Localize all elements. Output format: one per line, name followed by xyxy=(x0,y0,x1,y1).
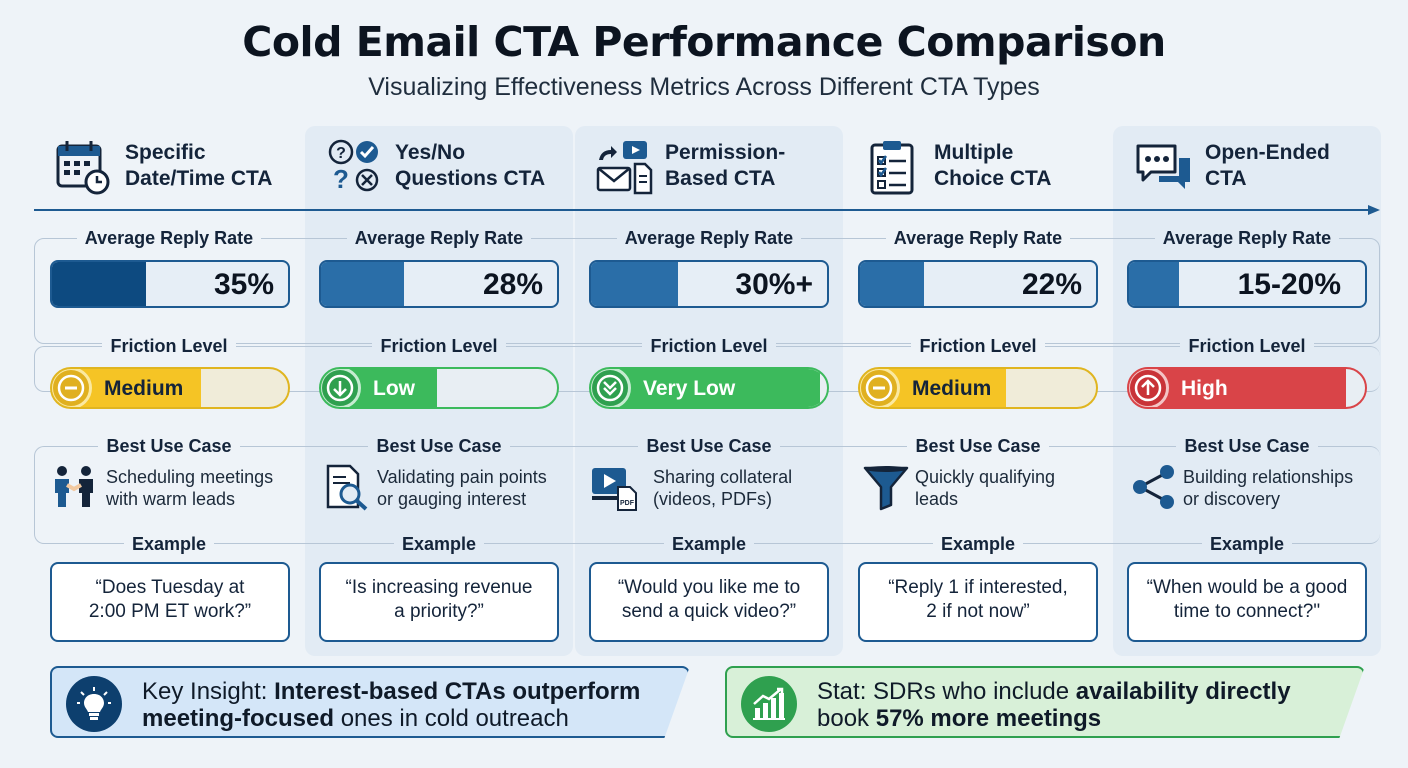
calendar-clock-icon xyxy=(56,141,110,195)
stat-banner: Stat: SDRs who include availability dire… xyxy=(725,666,1365,738)
friction-value: Medium xyxy=(912,377,992,400)
reply-rate-bar: 15-20% xyxy=(1127,260,1367,308)
example-label: Example xyxy=(35,534,303,555)
reply-rate-value: 30%+ xyxy=(735,268,813,301)
reply-rate-fill xyxy=(591,262,679,306)
reply-rate-value: 22% xyxy=(1021,268,1082,301)
use-case-text: Quickly qualifying leads xyxy=(915,467,1056,509)
example-box: “Is increasing revenue a priority?” xyxy=(319,562,559,642)
use-case-label: Best Use Case xyxy=(844,436,1112,457)
share-network-icon xyxy=(1133,465,1174,509)
column-header-2: ? ? Yes/No Questions CTA xyxy=(305,134,575,198)
column-title: Specific Date/Time CTA xyxy=(125,141,273,190)
page-title: Cold Email CTA Performance Comparison xyxy=(242,18,1166,66)
reply-rate-fill xyxy=(321,262,404,306)
friction-label: Friction Level xyxy=(844,336,1112,357)
use-case-text: Validating pain points or gauging interes… xyxy=(377,467,547,509)
example-box: “When would be a good time to connect?" xyxy=(1127,562,1367,642)
reply-rate-fill xyxy=(860,262,924,306)
lightbulb-icon xyxy=(66,676,122,732)
reply-rate-label: Average Reply Rate xyxy=(1113,228,1381,249)
friction-bar: Low xyxy=(319,367,559,409)
friction-label: Friction Level xyxy=(1113,336,1381,357)
example-label: Example xyxy=(844,534,1112,555)
svg-text:?: ? xyxy=(336,145,346,162)
use-case-label: Best Use Case xyxy=(305,436,573,457)
arrow-up-circle-icon xyxy=(1129,369,1169,407)
use-case-label: Best Use Case xyxy=(575,436,843,457)
use-case-label: Best Use Case xyxy=(35,436,303,457)
reply-rate-bar: 30%+ xyxy=(589,260,829,308)
double-chevron-down-icon xyxy=(591,369,631,407)
column-title: Open-Ended CTA xyxy=(1205,141,1330,190)
example-label: Example xyxy=(305,534,573,555)
reply-rate-value: 35% xyxy=(213,268,274,301)
friction-bar: Very Low xyxy=(589,367,829,409)
friction-value: Very Low xyxy=(643,377,736,400)
bar-chart-growth-icon xyxy=(741,676,797,732)
minus-circle-icon xyxy=(860,369,900,407)
reply-rate-bar: 22% xyxy=(858,260,1098,308)
friction-bar: Medium xyxy=(50,367,290,409)
reply-rate-fill xyxy=(52,262,147,306)
video-pdf-icon: PDF xyxy=(592,468,637,511)
example-label: Example xyxy=(575,534,843,555)
key-insight-banner: Key Insight: Interest-based CTAs outperf… xyxy=(50,666,690,738)
minus-circle-icon xyxy=(52,369,92,407)
reply-rate-fill xyxy=(1129,262,1179,306)
key-insight-text: Key Insight: Interest-based CTAs outperf… xyxy=(142,678,641,732)
friction-label: Friction Level xyxy=(305,336,573,357)
timeline-arrow xyxy=(34,205,1380,215)
reply-rate-bar: 28% xyxy=(319,260,559,308)
example-box: “Would you like me to send a quick video?… xyxy=(589,562,829,642)
column-header-4: Multiple Choice CTA xyxy=(844,134,1114,198)
arrow-down-circle-icon xyxy=(321,369,361,407)
use-case-text: Sharing collateral (videos, PDFs) xyxy=(653,467,793,509)
svg-text:PDF: PDF xyxy=(620,500,635,507)
friction-label: Friction Level xyxy=(35,336,303,357)
reply-rate-label: Average Reply Rate xyxy=(305,228,573,249)
chat-bubbles-icon xyxy=(1136,144,1190,189)
example-box: “Does Tuesday at 2:00 PM ET work?” xyxy=(50,562,290,642)
svg-text:?: ? xyxy=(333,164,349,194)
funnel-icon xyxy=(863,466,909,511)
friction-label: Friction Level xyxy=(575,336,843,357)
stat-text: Stat: SDRs who include availability dire… xyxy=(817,678,1291,732)
column-header-1: Specific Date/Time CTA xyxy=(35,134,305,198)
example-label: Example xyxy=(1113,534,1381,555)
reply-rate-label: Average Reply Rate xyxy=(575,228,843,249)
reply-rate-bar: 35% xyxy=(50,260,290,308)
column-title: Multiple Choice CTA xyxy=(934,141,1052,190)
handshake-people-icon xyxy=(55,466,93,507)
document-search-icon xyxy=(326,464,368,511)
friction-value: High xyxy=(1181,377,1228,400)
checklist-clipboard-icon xyxy=(870,141,914,195)
use-case-text: Scheduling meetings with warm leads xyxy=(106,467,274,509)
friction-bar: High xyxy=(1127,367,1367,409)
use-case-label: Best Use Case xyxy=(1113,436,1381,457)
example-box: “Reply 1 if interested, 2 if not now” xyxy=(858,562,1098,642)
friction-bar: Medium xyxy=(858,367,1098,409)
friction-value: Medium xyxy=(104,377,184,400)
reply-rate-value: 15-20% xyxy=(1237,268,1341,301)
column-title: Permission- Based CTA xyxy=(665,141,786,190)
question-check-icon: ? ? xyxy=(328,139,379,194)
page-subtitle: Visualizing Effectiveness Metrics Across… xyxy=(368,73,1040,101)
friction-value: Low xyxy=(373,377,415,400)
share-video-mail-icon xyxy=(596,141,653,195)
reply-rate-label: Average Reply Rate xyxy=(844,228,1112,249)
reply-rate-value: 28% xyxy=(482,268,543,301)
use-case-text: Building relationships or discovery xyxy=(1183,467,1354,509)
column-header-3: Permission- Based CTA xyxy=(575,134,845,198)
column-header-5: Open-Ended CTA xyxy=(1115,134,1385,198)
reply-rate-label: Average Reply Rate xyxy=(35,228,303,249)
column-title: Yes/No Questions CTA xyxy=(395,141,546,190)
